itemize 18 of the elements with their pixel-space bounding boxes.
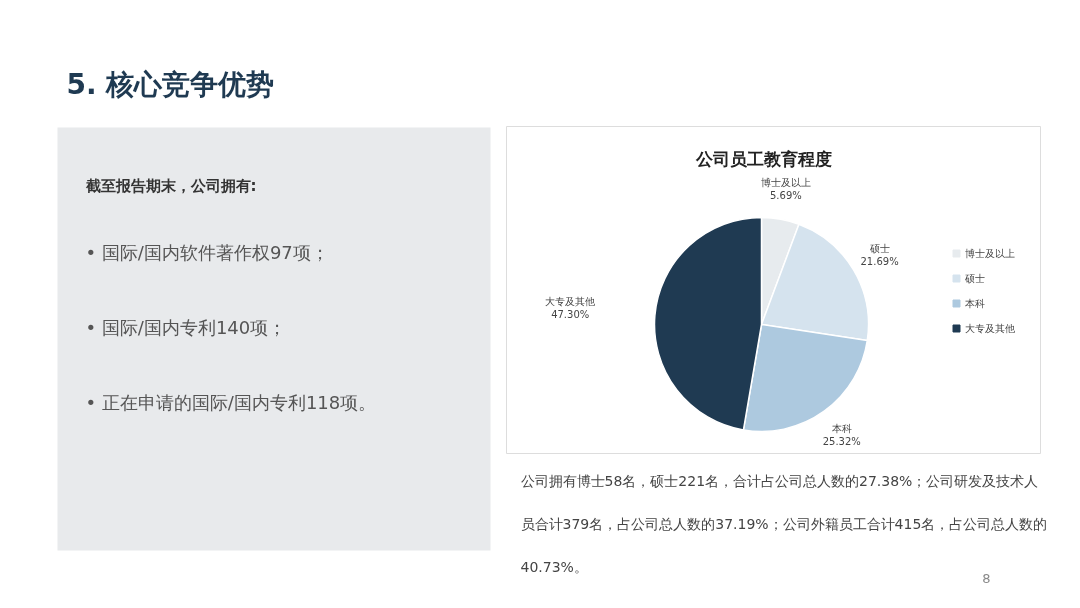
- legend-label: 大专及其他: [964, 323, 1015, 334]
- slice-label: 硕士: [868, 242, 890, 254]
- data-label: 25.32%: [822, 436, 861, 448]
- legend-label: 硕士: [963, 273, 985, 284]
- slice-label: 大专及其他: [545, 295, 596, 307]
- data-label: 21.69%: [860, 255, 899, 267]
- legend-label: 博士及以上: [964, 248, 1015, 259]
- data-label: 5.69%: [769, 190, 802, 202]
- text: 截至报告期末，公司拥有:: [84, 176, 257, 195]
- text: • 国际/国内专利140项；: [85, 317, 287, 338]
- text: • 正在申请的国际/国内专利118项。: [85, 392, 377, 413]
- chart-title: 公司员工教育程度: [694, 148, 832, 169]
- data-label: 47.30%: [551, 308, 590, 320]
- text: 5. 核心竞争优势: [66, 68, 275, 101]
- text: • 国际/国内软件著作权97项；: [85, 242, 329, 263]
- slice-label: 本科: [831, 423, 852, 435]
- legend-label: 本科: [964, 298, 985, 309]
- slice-label: 博士及以上: [760, 177, 811, 189]
